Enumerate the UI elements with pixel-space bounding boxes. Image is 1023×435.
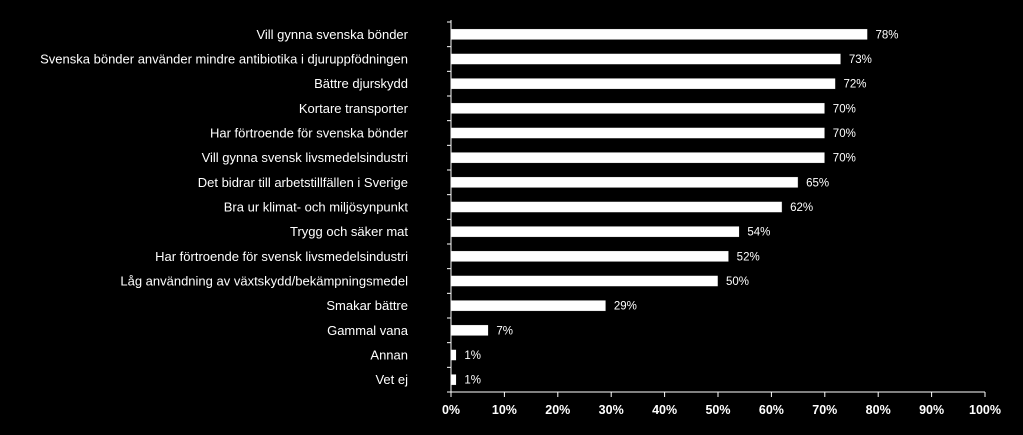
bar-6	[450, 176, 799, 189]
bar-10	[450, 275, 719, 287]
bars-layer	[450, 28, 868, 386]
bar-0	[450, 28, 868, 41]
bar-14	[450, 373, 457, 386]
x-tick-label-2: 20%	[545, 403, 570, 417]
x-tick-label-10: 100%	[969, 403, 1001, 417]
value-label-2: 72%	[843, 79, 866, 91]
value-label-13: 1%	[464, 350, 481, 362]
x-tick-label-1: 10%	[492, 403, 517, 417]
x-tick-label-8: 80%	[866, 403, 891, 417]
value-label-14: 1%	[464, 375, 481, 387]
category-label-12: Gammal vana	[327, 323, 409, 338]
category-label-5: Vill gynna svensk livsmedelsindustri	[202, 150, 409, 165]
bar-9	[450, 250, 729, 263]
labels-layer: Vill gynna svenska bönder 78% Svenska bönd…	[40, 27, 1001, 417]
category-label-13: Annan	[370, 348, 408, 363]
category-label-0: Vill gynna svenska bönder	[256, 27, 408, 42]
bar-8	[450, 225, 740, 238]
category-label-14: Vet ej	[375, 372, 408, 387]
category-label-3: Kortare transporter	[299, 101, 409, 116]
bar-12	[450, 324, 489, 337]
category-label-4: Har förtroende för svenska bönder	[210, 126, 409, 141]
bar-1	[450, 53, 842, 65]
value-label-12: 7%	[496, 325, 513, 337]
value-label-1: 73%	[849, 54, 872, 66]
x-tick-label-3: 30%	[599, 403, 624, 417]
category-label-7: Bra ur klimat- och miljösynpunkt	[224, 200, 409, 215]
category-label-10: Låg användning av växtskydd/bekämpningsm…	[120, 274, 408, 289]
value-label-9: 52%	[737, 251, 760, 263]
value-label-3: 70%	[833, 103, 856, 115]
category-label-2: Bättre djurskydd	[314, 76, 408, 91]
x-tick-label-9: 90%	[919, 403, 944, 417]
category-label-11: Smakar bättre	[326, 298, 408, 313]
x-tick-label-4: 40%	[652, 403, 677, 417]
x-tick-label-7: 70%	[812, 403, 837, 417]
x-tick-label-0: 0%	[442, 403, 460, 417]
category-label-1: Svenska bönder använder mindre antibioti…	[40, 52, 408, 67]
value-label-0: 78%	[876, 29, 899, 41]
axis-layer	[447, 20, 986, 397]
bar-5	[450, 151, 826, 164]
bar-7	[450, 201, 783, 213]
category-label-8: Trygg och säker mat	[290, 224, 408, 239]
x-tick-label-6: 60%	[759, 403, 784, 417]
category-label-6: Det bidrar till arbetstillfällen i Sveri…	[198, 175, 408, 190]
x-tick-label-5: 50%	[705, 403, 730, 417]
value-label-7: 62%	[790, 202, 813, 214]
bar-11	[450, 299, 607, 312]
category-label-9: Har förtroende för svensk livsmedelsindu…	[155, 249, 408, 264]
bar-13	[450, 349, 457, 361]
value-label-10: 50%	[726, 276, 749, 288]
value-label-11: 29%	[614, 301, 637, 313]
bar-2	[450, 77, 836, 90]
bar-4	[450, 127, 826, 139]
value-label-6: 65%	[806, 177, 829, 189]
value-label-4: 70%	[833, 128, 856, 140]
value-label-5: 70%	[833, 153, 856, 165]
value-label-8: 54%	[747, 227, 770, 239]
bar-3	[450, 102, 826, 115]
